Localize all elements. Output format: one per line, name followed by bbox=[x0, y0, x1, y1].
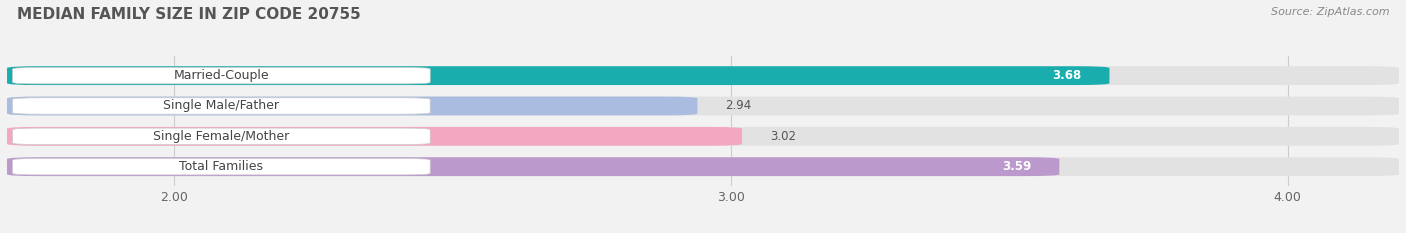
Text: 2.94: 2.94 bbox=[725, 99, 752, 113]
FancyBboxPatch shape bbox=[13, 128, 430, 144]
Text: Total Families: Total Families bbox=[180, 160, 263, 173]
Text: 3.59: 3.59 bbox=[1002, 160, 1032, 173]
FancyBboxPatch shape bbox=[7, 157, 1399, 176]
FancyBboxPatch shape bbox=[13, 67, 430, 84]
Text: 3.68: 3.68 bbox=[1052, 69, 1081, 82]
FancyBboxPatch shape bbox=[13, 158, 430, 175]
FancyBboxPatch shape bbox=[7, 127, 742, 146]
FancyBboxPatch shape bbox=[7, 66, 1109, 85]
Text: Married-Couple: Married-Couple bbox=[173, 69, 269, 82]
FancyBboxPatch shape bbox=[7, 127, 1399, 146]
Text: Single Female/Mother: Single Female/Mother bbox=[153, 130, 290, 143]
Text: MEDIAN FAMILY SIZE IN ZIP CODE 20755: MEDIAN FAMILY SIZE IN ZIP CODE 20755 bbox=[17, 7, 360, 22]
FancyBboxPatch shape bbox=[7, 66, 1399, 85]
Text: Single Male/Father: Single Male/Father bbox=[163, 99, 280, 113]
Text: 3.02: 3.02 bbox=[770, 130, 796, 143]
Text: Source: ZipAtlas.com: Source: ZipAtlas.com bbox=[1271, 7, 1389, 17]
FancyBboxPatch shape bbox=[7, 157, 1059, 176]
FancyBboxPatch shape bbox=[7, 97, 1399, 115]
FancyBboxPatch shape bbox=[7, 97, 697, 115]
FancyBboxPatch shape bbox=[13, 98, 430, 114]
